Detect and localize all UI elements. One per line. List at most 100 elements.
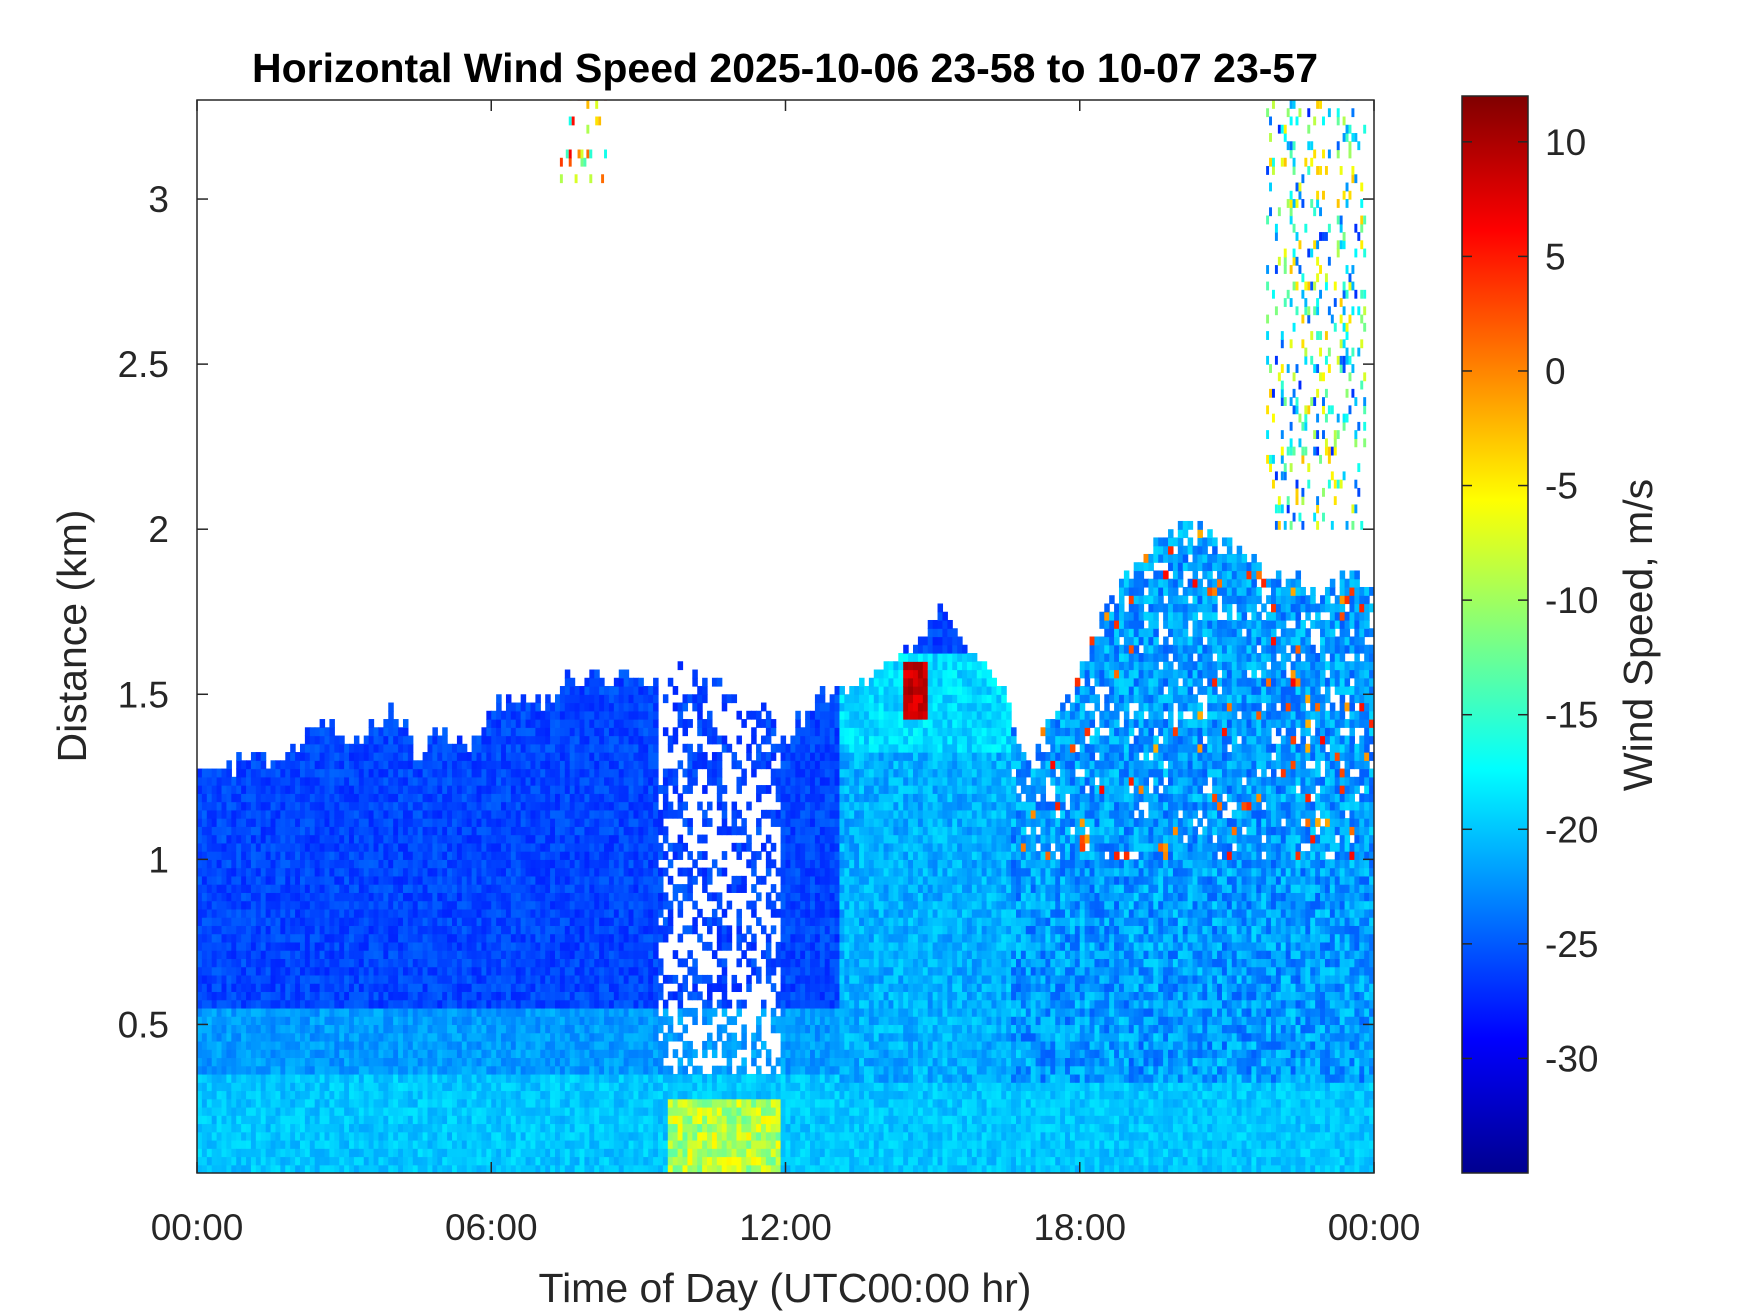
heatmap-cell (280, 999, 286, 1009)
heatmap-cell (304, 1065, 311, 1075)
heatmap-cell (618, 908, 625, 918)
heatmap-cell (206, 1032, 213, 1042)
heatmap-cell (314, 793, 321, 803)
heatmap-cell (589, 719, 595, 728)
heatmap-cell (599, 1032, 605, 1042)
heatmap-cell (285, 966, 291, 976)
heatmap-cell (486, 1032, 492, 1042)
heatmap-cell (241, 1065, 247, 1075)
heatmap-cell (368, 1156, 375, 1166)
heatmap-cell (270, 818, 277, 827)
heatmap-cell (402, 875, 409, 885)
heatmap-cell (638, 1131, 644, 1141)
heatmap-cell (334, 1106, 340, 1116)
heatmap-cell (476, 1115, 483, 1125)
heatmap-cell (608, 1073, 615, 1083)
heatmap-cell (452, 1106, 458, 1116)
heatmap-cell (290, 958, 296, 968)
heatmap-cell (201, 1123, 208, 1133)
heatmap-cell (412, 991, 419, 1001)
heatmap-cell (599, 842, 605, 852)
heatmap-cell (555, 1098, 561, 1108)
heatmap-cell (407, 983, 414, 993)
heatmap-cell (589, 1016, 595, 1026)
heatmap-cell (201, 1156, 208, 1166)
heatmap-cell (623, 1065, 630, 1075)
heatmap-cell (275, 925, 281, 935)
heatmap-cell (515, 1049, 522, 1059)
heatmap-cell (407, 785, 414, 794)
heatmap-cell (246, 867, 252, 877)
heatmap-cell (594, 884, 600, 893)
heatmap-cell (304, 743, 311, 753)
heatmap-cell (461, 875, 468, 885)
heatmap-cell (574, 1082, 581, 1092)
heatmap-cell (388, 925, 394, 935)
heatmap-cell (344, 1024, 350, 1034)
heatmap-cell (594, 867, 600, 877)
heatmap-cell (329, 966, 335, 976)
heatmap-cell (285, 1007, 291, 1017)
heatmap-cell (358, 884, 365, 893)
heatmap-cell (314, 1040, 321, 1050)
heatmap-cell (476, 925, 483, 935)
heatmap-cell (373, 1032, 380, 1042)
heatmap-cell (481, 1065, 487, 1075)
heatmap-cell (427, 999, 433, 1009)
heatmap-cell (608, 1007, 615, 1017)
heatmap-cell (466, 760, 473, 770)
heatmap-cell (461, 785, 468, 794)
heatmap-cell (383, 818, 389, 827)
heatmap-cell (368, 958, 375, 968)
heatmap-cell (574, 793, 581, 803)
heatmap-cell (545, 950, 551, 959)
heatmap-cell (496, 983, 502, 993)
heatmap-cell (319, 834, 326, 844)
heatmap-cell (324, 1115, 331, 1125)
heatmap-cell (231, 966, 237, 976)
heatmap-cell (241, 966, 247, 976)
heatmap-cell (486, 1082, 492, 1092)
heatmap-cell (496, 867, 502, 877)
heatmap-cell (623, 908, 630, 918)
heatmap-cell (510, 719, 517, 728)
heatmap-cell (510, 809, 517, 819)
heatmap-cell (442, 1106, 448, 1116)
heatmap-cell (236, 1131, 242, 1141)
heatmap-cell (378, 1123, 384, 1133)
heatmap-cell (530, 950, 536, 959)
heatmap-cell (564, 834, 571, 844)
heatmap-cell (496, 727, 502, 737)
heatmap-cell (550, 1148, 556, 1158)
heatmap-cell (388, 776, 394, 786)
heatmap-cell (589, 1024, 595, 1034)
heatmap-cell (599, 1016, 605, 1026)
heatmap-cell (349, 892, 355, 902)
heatmap-cell (471, 974, 478, 984)
heatmap-cell (643, 826, 649, 836)
heatmap-cell (353, 1106, 360, 1116)
heatmap-cell (383, 900, 389, 910)
heatmap-cell (373, 1073, 380, 1083)
heatmap-cell (393, 842, 399, 852)
heatmap-cell (584, 694, 590, 704)
heatmap-cell (515, 875, 522, 885)
heatmap-cell (569, 1016, 576, 1026)
heatmap-cell (226, 966, 232, 976)
heatmap-cell (309, 917, 316, 926)
heatmap-cell (550, 719, 556, 728)
heatmap-cell (299, 941, 306, 951)
heatmap-cell (309, 851, 316, 860)
heatmap-cell (314, 941, 321, 951)
heatmap-cell (574, 752, 581, 761)
heatmap-cell (407, 1057, 414, 1067)
heatmap-cell (255, 1016, 262, 1026)
heatmap-cell (491, 826, 497, 836)
heatmap-cell (437, 1082, 443, 1092)
heatmap-cell (270, 842, 277, 852)
heatmap-cell (545, 785, 551, 794)
heatmap-cell (349, 999, 355, 1009)
heatmap-cell (633, 983, 639, 993)
heatmap-cell (569, 1007, 576, 1017)
heatmap-cell (211, 1139, 218, 1149)
